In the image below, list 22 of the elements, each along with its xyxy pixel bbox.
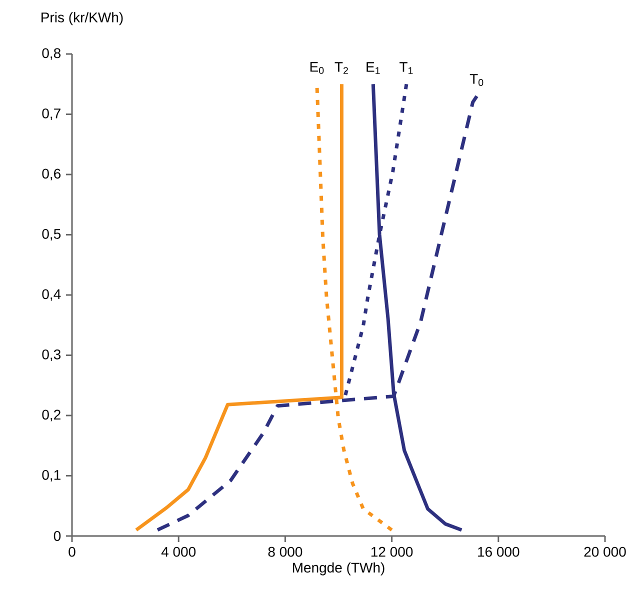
y-tick-label: 0,7 (42, 108, 60, 120)
y-tick-label: 0,6 (42, 168, 61, 180)
series-label: E$_{0}$ (310, 62, 324, 74)
y-tick-label: 0,2 (42, 410, 60, 422)
x-tick-label: 16 000 (478, 546, 520, 557)
x-tick-label: 4 000 (161, 546, 196, 557)
x-tick-label: 12 000 (371, 546, 413, 557)
y-tick-label: 0,3 (42, 349, 61, 362)
y-tick-label: 0,1 (42, 470, 60, 482)
y-tick-label: 0 (54, 531, 61, 541)
series-label: T$_{2}$ (334, 62, 348, 74)
x-tick-label: 8 000 (268, 546, 302, 557)
x-axis-title: Mengde (TWh) (292, 562, 384, 576)
y-axis-title: Pris (kr/KWh) (42, 12, 123, 26)
x-tick-label: 20 000 (584, 546, 626, 557)
series-label: T$_{1}$ (400, 62, 413, 74)
y-tick-label: 0,8 (42, 48, 61, 60)
y-tick-label: 0,5 (42, 228, 61, 241)
series-label: T$_{0}$ (470, 74, 484, 86)
series-label: E$_{1}$ (366, 62, 380, 74)
y-tick-label: 0,4 (42, 289, 61, 301)
x-tick-label: 0 (68, 546, 76, 557)
